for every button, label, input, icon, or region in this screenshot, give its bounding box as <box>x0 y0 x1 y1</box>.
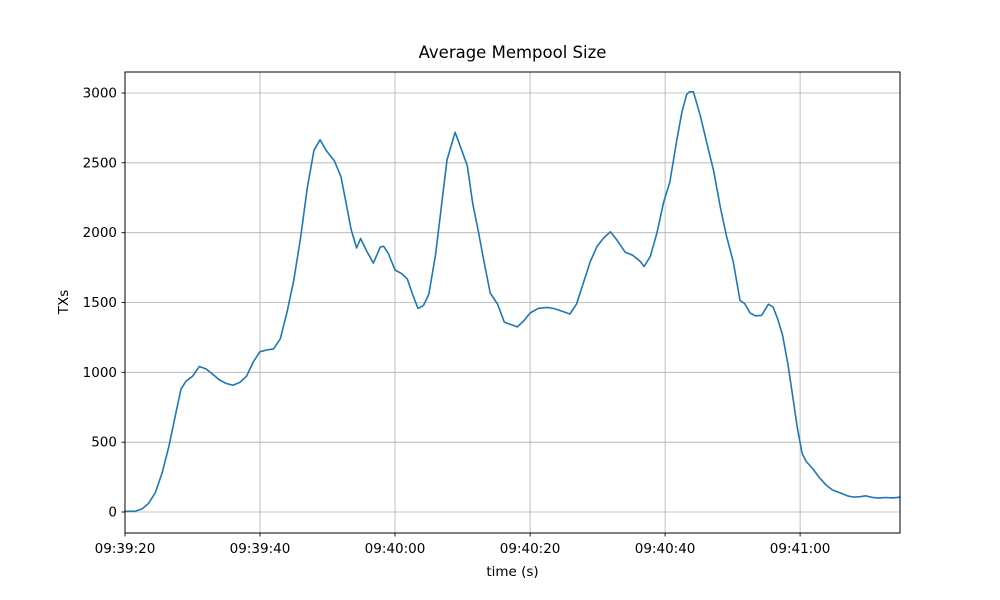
series-line-average-mempool-size <box>124 91 901 513</box>
x-tick-label: 09:41:00 <box>770 541 831 557</box>
y-tick-label: 500 <box>91 435 117 451</box>
y-axis-label: TXs <box>56 289 72 315</box>
y-tick-label: 2500 <box>83 155 117 171</box>
y-tick-label: 1000 <box>83 365 117 381</box>
x-tick-label: 09:40:40 <box>635 541 696 557</box>
y-tick-label: 0 <box>108 505 117 521</box>
x-tick-label: 09:39:40 <box>230 541 291 557</box>
y-tick-label: 2000 <box>83 225 117 241</box>
y-tick-label: 3000 <box>83 86 117 102</box>
y-tick-label: 1500 <box>83 295 117 311</box>
x-tick-label: 09:40:00 <box>365 541 426 557</box>
x-tick-label: 09:39:20 <box>95 541 156 557</box>
x-tick-label: 09:40:20 <box>500 541 561 557</box>
x-axis-label: time (s) <box>486 564 539 580</box>
chart-title: Average Mempool Size <box>418 43 607 62</box>
